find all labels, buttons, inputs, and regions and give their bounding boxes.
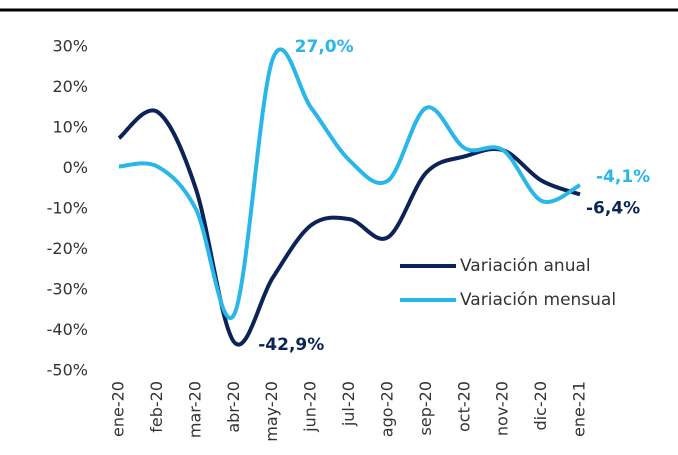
legend-label: Variación mensual [460, 290, 616, 310]
y-tick-label: 30% [52, 37, 88, 56]
y-tick-label: 0% [63, 158, 88, 177]
y-tick-label: -20% [47, 239, 88, 258]
series-line [118, 47, 581, 320]
x-tick-label: mar-20 [185, 381, 204, 438]
x-tick-label: abr-20 [224, 381, 243, 433]
y-tick-label: -10% [47, 199, 88, 218]
value-label: 27,0% [295, 37, 354, 57]
x-tick-label: ago-20 [377, 381, 396, 437]
x-tick-label: sep-20 [416, 381, 435, 435]
x-tick-label: may-20 [262, 381, 281, 442]
value-label: -6,4% [586, 198, 640, 218]
x-tick-label: feb-20 [147, 381, 166, 433]
x-tick-label: oct-20 [454, 381, 473, 432]
y-tick-label: 10% [52, 118, 88, 137]
y-tick-label: -30% [47, 280, 88, 299]
y-tick-label: -50% [47, 361, 88, 380]
value-label: -42,9% [258, 335, 324, 355]
y-tick-label: 20% [52, 77, 88, 96]
y-tick-label: -40% [47, 320, 88, 339]
x-tick-label: ene-21 [570, 381, 589, 437]
x-tick-label: ene-20 [109, 381, 128, 437]
legend-label: Variación anual [460, 256, 591, 276]
x-tick-label: jul-20 [339, 381, 358, 427]
x-tick-label: jun-20 [301, 381, 320, 433]
x-tick-label: dic-20 [531, 381, 550, 431]
x-tick-label: nov-20 [493, 381, 512, 436]
value-label: -4,1% [596, 167, 650, 187]
